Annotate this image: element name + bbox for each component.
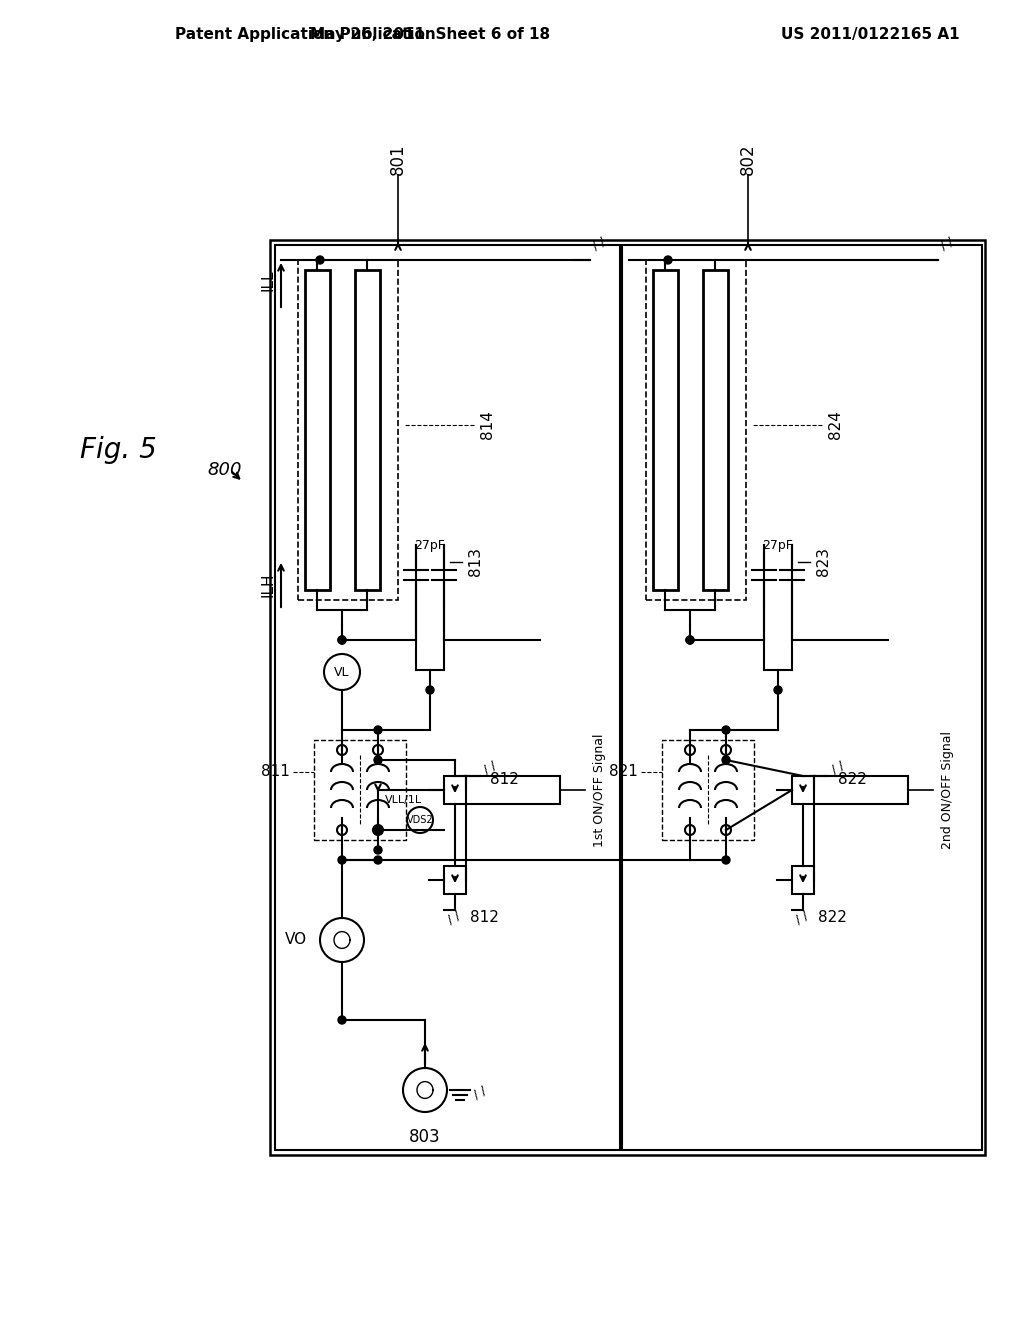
Text: ILH: ILH — [260, 573, 275, 597]
Circle shape — [686, 636, 694, 644]
Text: 813: 813 — [468, 548, 483, 577]
Text: / /: / / — [590, 235, 607, 252]
Bar — [298, 260, 398, 601]
Text: 811: 811 — [261, 764, 290, 780]
Circle shape — [722, 855, 730, 865]
Text: VLL/1L: VLL/1L — [385, 795, 422, 805]
Text: / /: / / — [938, 235, 955, 252]
Circle shape — [374, 855, 382, 865]
Bar — [622, 246, 982, 1150]
Text: / /: / / — [829, 759, 846, 776]
Circle shape — [374, 846, 382, 854]
Bar — [646, 260, 746, 601]
Text: / /: / / — [793, 909, 810, 927]
Text: 822: 822 — [818, 911, 847, 925]
Circle shape — [316, 256, 324, 264]
Bar — [305, 271, 330, 590]
Bar — [355, 271, 380, 590]
Text: / /: / / — [445, 909, 462, 927]
Bar — [792, 866, 814, 894]
Bar — [314, 741, 406, 840]
Circle shape — [374, 826, 382, 834]
Text: 803: 803 — [410, 1129, 440, 1146]
Circle shape — [774, 686, 782, 694]
Circle shape — [374, 756, 382, 764]
Text: 801: 801 — [389, 144, 407, 176]
Bar — [270, 240, 985, 1155]
Bar — [275, 246, 620, 1150]
Circle shape — [722, 726, 730, 734]
Circle shape — [338, 636, 346, 644]
Text: Patent Application Publication: Patent Application Publication — [175, 28, 436, 42]
Circle shape — [338, 1016, 346, 1024]
Text: 27pF: 27pF — [763, 539, 794, 552]
Text: 27pF: 27pF — [415, 539, 445, 552]
Text: 823: 823 — [816, 548, 831, 577]
Text: / /: / / — [471, 1084, 488, 1102]
Text: 802: 802 — [739, 144, 757, 176]
Text: ILL: ILL — [260, 269, 275, 290]
Circle shape — [338, 855, 346, 865]
Text: 2nd ON/OFF Signal: 2nd ON/OFF Signal — [941, 731, 954, 849]
Text: 800: 800 — [208, 461, 243, 479]
Bar — [444, 866, 466, 894]
Circle shape — [686, 636, 694, 644]
Text: / /: / / — [481, 759, 499, 776]
Text: 822: 822 — [838, 772, 867, 788]
Circle shape — [664, 256, 672, 264]
Text: 812: 812 — [470, 911, 499, 925]
Text: May 26, 2011  Sheet 6 of 18: May 26, 2011 Sheet 6 of 18 — [310, 28, 550, 42]
Text: 1st ON/OFF Signal: 1st ON/OFF Signal — [594, 733, 606, 846]
Bar — [703, 271, 728, 590]
Text: 821: 821 — [609, 764, 638, 780]
Bar — [653, 271, 678, 590]
Text: VL: VL — [334, 665, 350, 678]
Text: VDS2: VDS2 — [407, 814, 433, 825]
Circle shape — [426, 686, 434, 694]
Bar — [444, 776, 466, 804]
Text: 824: 824 — [828, 411, 843, 440]
Text: Fig. 5: Fig. 5 — [80, 436, 157, 465]
Text: 812: 812 — [490, 772, 519, 788]
Circle shape — [374, 726, 382, 734]
Bar — [792, 776, 814, 804]
Text: 814: 814 — [480, 411, 495, 440]
Circle shape — [722, 756, 730, 764]
Text: US 2011/0122165 A1: US 2011/0122165 A1 — [780, 28, 959, 42]
Circle shape — [338, 636, 346, 644]
Bar — [662, 741, 754, 840]
Text: VO: VO — [285, 932, 307, 948]
